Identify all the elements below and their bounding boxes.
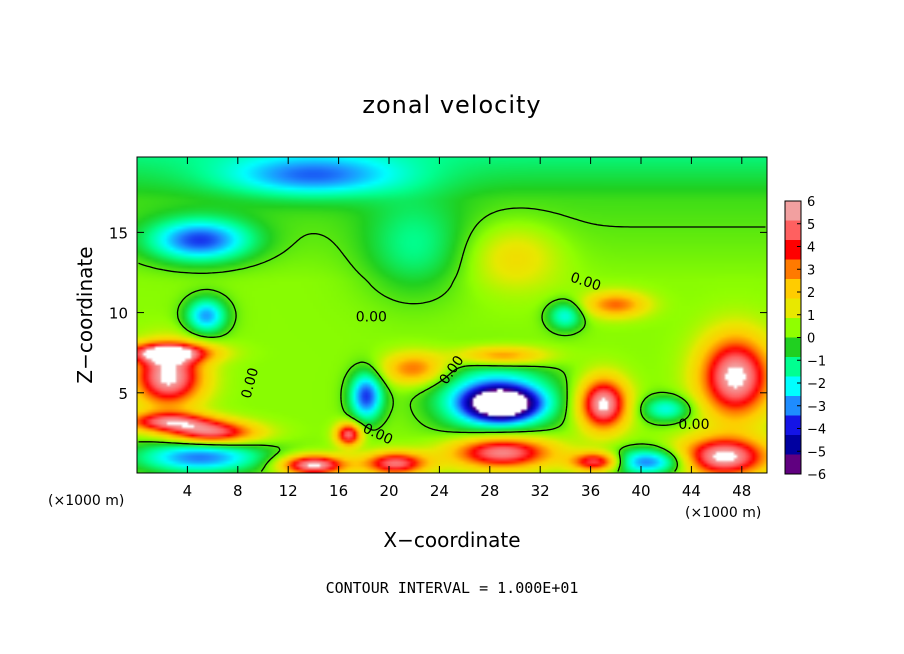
x-axis-label: X−coordinate — [383, 528, 520, 552]
x-tick-label-8: 36 — [581, 482, 600, 500]
contour-label-5: 0.00 — [678, 417, 709, 433]
y-tick-label-1: 10 — [109, 305, 128, 323]
x-tick-label-11: 48 — [732, 482, 751, 500]
x-unit-right: (×1000 m) — [685, 505, 761, 521]
plot-area: 0.000.000.000.000.000.00 — [136, 156, 768, 474]
colorbar-swatch-1 — [785, 220, 801, 241]
zero-contours — [138, 207, 766, 472]
colorbar-label-7: −1 — [807, 354, 826, 369]
contour-label-0: 0.00 — [356, 309, 387, 325]
y-tick-label-0: 5 — [118, 385, 128, 403]
chart-title: zonal velocity — [362, 91, 541, 119]
colorbar: 6 5 4 3 2 1 0 −1 −2 −3 −4 −5 −6 — [784, 195, 826, 483]
x-tick-label-7: 32 — [531, 482, 550, 500]
colorbar-swatch-8 — [785, 357, 801, 377]
x-tick-label-5: 24 — [430, 482, 449, 500]
colorbar-label-5: 1 — [807, 309, 815, 324]
colorbar-label-12: −6 — [807, 468, 826, 483]
zero-contour-line — [138, 207, 766, 472]
colorbar-swatch-2 — [785, 240, 801, 260]
x-tick-label-9: 40 — [631, 482, 650, 500]
x-tick-label-0: 4 — [183, 482, 193, 500]
velocity-field — [137, 157, 767, 473]
x-tick-label-1: 8 — [233, 482, 243, 500]
colorbar-label-6: 0 — [807, 332, 815, 347]
colorbar-label-3: 3 — [807, 263, 815, 278]
x-tick-label-3: 16 — [329, 482, 348, 500]
x-tick-label-2: 12 — [279, 482, 298, 500]
colorbar-swatch-3 — [785, 259, 801, 280]
colorbar-label-2: 4 — [807, 241, 815, 256]
colorbar-label-9: −3 — [807, 400, 826, 415]
colorbar-swatch-4 — [785, 279, 801, 299]
colorbar-label-1: 5 — [807, 218, 815, 233]
contour-interval-note: CONTOUR INTERVAL = 1.000E+01 — [326, 579, 579, 597]
x-unit-left: (×1000 m) — [48, 493, 124, 509]
colorbar-swatch-7 — [785, 337, 801, 358]
colorbar-swatch-13 — [785, 454, 801, 475]
colorbar-swatch-10 — [785, 396, 801, 416]
colorbar-label-10: −4 — [807, 423, 826, 438]
colorbar-label-4: 2 — [807, 286, 815, 301]
plot-frame — [136, 156, 768, 474]
contour-label-2: 0.00 — [239, 366, 263, 400]
colorbar-label-8: −2 — [807, 377, 826, 392]
colorbar-label-0: 6 — [807, 195, 815, 210]
x-axis: 4 8 12 16 20 24 28 32 36 40 44 48 — [183, 157, 751, 500]
colorbar-swatch-9 — [785, 376, 801, 397]
x-tick-label-4: 20 — [379, 482, 398, 500]
y-axis-label: Z−coordinate — [73, 246, 97, 383]
x-tick-label-10: 44 — [682, 482, 701, 500]
colorbar-swatch-6 — [785, 318, 801, 338]
colorbar-swatch-12 — [785, 435, 801, 455]
colorbar-swatch-5 — [785, 298, 801, 319]
colorbar-swatch-0 — [785, 201, 801, 221]
colorbar-label-11: −5 — [807, 445, 826, 460]
y-tick-label-2: 15 — [109, 224, 128, 242]
y-axis: 5 10 15 — [109, 224, 767, 403]
colorbar-swatch-11 — [785, 415, 801, 436]
x-tick-label-6: 28 — [480, 482, 499, 500]
